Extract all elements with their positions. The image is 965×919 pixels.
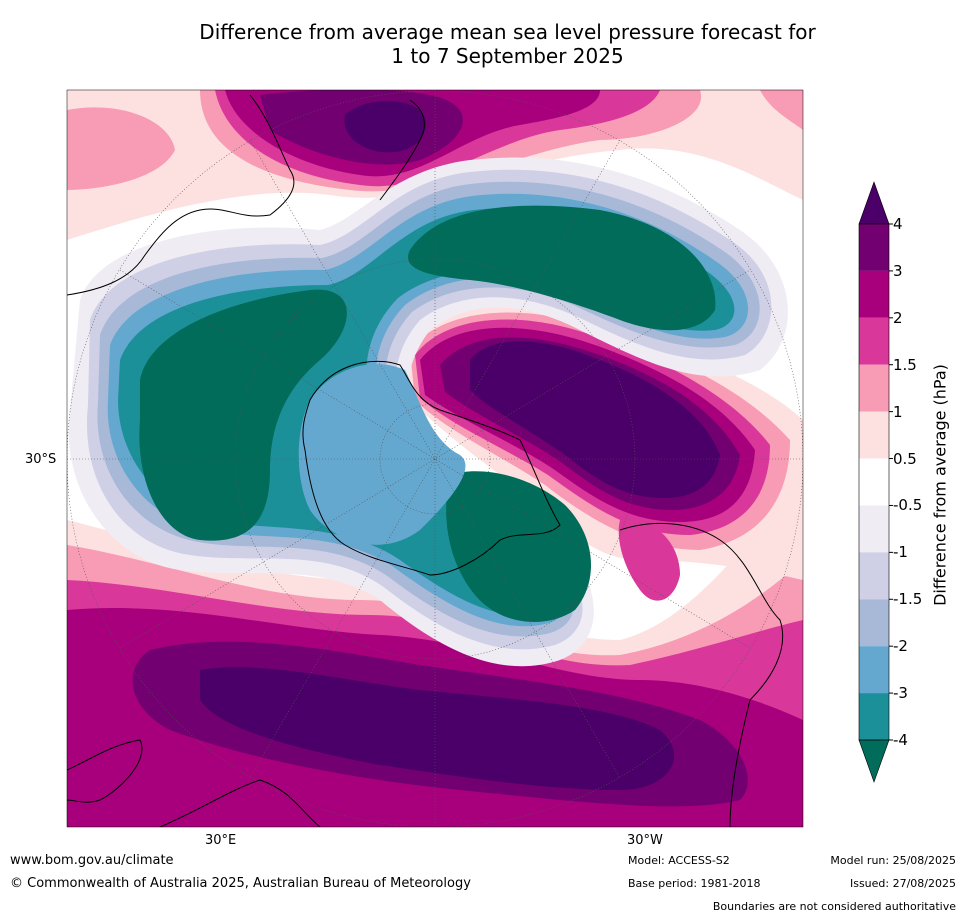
lon-label-30e: 30°E [205, 833, 237, 848]
colorbar-frame [858, 223, 890, 741]
copyright-text: © Commonwealth of Australia 2025, Austra… [10, 876, 471, 891]
anomaly-above-4-tongue [470, 341, 720, 498]
colorbar-tick-label: 3 [893, 261, 903, 280]
colorbar-extend-top [858, 181, 890, 225]
anomaly-1-1.5-nw [67, 107, 175, 190]
base-period: Base period: 1981-2018 [628, 877, 761, 890]
anomaly-above-4-north [344, 100, 426, 153]
colorbar-tick-label: 4 [893, 215, 903, 233]
colorbar-tick-label: 2 [893, 308, 903, 327]
anomaly-1-1.5-ne [760, 90, 803, 130]
colorbar-swatch [859, 317, 889, 365]
map-frame [66, 89, 804, 828]
colorbar-tick-label: -4 [893, 731, 908, 749]
lat-label-30s: 30°S [25, 452, 57, 467]
colorbar-tick-label: -3 [893, 684, 908, 703]
anomaly-neg-2-antarctica [298, 364, 466, 545]
issued-date: Issued: 27/08/2025 [849, 877, 956, 890]
colorbar-swatch [859, 552, 889, 600]
anomaly-below-4-north [408, 205, 716, 331]
colorbar-extend-bottom [858, 739, 890, 783]
anomaly-above-4-south [200, 667, 675, 790]
anomaly-pos-se-lobe [618, 519, 680, 601]
anomaly-below-4-south [446, 471, 592, 622]
chart-title: Difference from average mean sea level p… [0, 20, 965, 68]
colorbar-swatch [859, 599, 889, 647]
colorbar-tick-label: 1.5 [893, 355, 917, 374]
colorbar-tick-label: -1.5 [893, 590, 923, 609]
colorbar-title: Difference from average (hPa) [930, 364, 950, 606]
colorbar-swatch [859, 270, 889, 318]
colorbar-tick-label: -0.5 [893, 496, 923, 515]
colorbar-swatch [859, 364, 889, 412]
colorbar-swatch [859, 458, 889, 506]
anomaly-below-4-west [139, 289, 347, 541]
model-run: Model run: 25/08/2025 [830, 854, 956, 867]
colorbar-swatch [859, 646, 889, 694]
colorbar-tick-label: 0.5 [893, 449, 917, 468]
colorbar-swatch [859, 411, 889, 459]
graticule [67, 90, 803, 827]
model-name: Model: ACCESS-S2 [628, 854, 730, 867]
coastlines [67, 94, 784, 827]
colorbar-tick-label: -2 [893, 637, 908, 656]
lon-label-30w: 30°W [627, 833, 663, 848]
disclaimer: Boundaries are not considered authoritat… [712, 900, 956, 913]
colorbar-tick-label: -1 [893, 543, 908, 562]
title-line-2: 1 to 7 September 2025 [391, 44, 624, 68]
colorbar-swatch [859, 505, 889, 553]
website-link[interactable]: www.bom.gov.au/climate [10, 853, 174, 868]
colorbar-tick-label: 1 [893, 402, 903, 421]
title-line-1: Difference from average mean sea level p… [199, 20, 816, 44]
colorbar-swatch [859, 224, 889, 271]
colorbar-swatch [859, 693, 889, 740]
